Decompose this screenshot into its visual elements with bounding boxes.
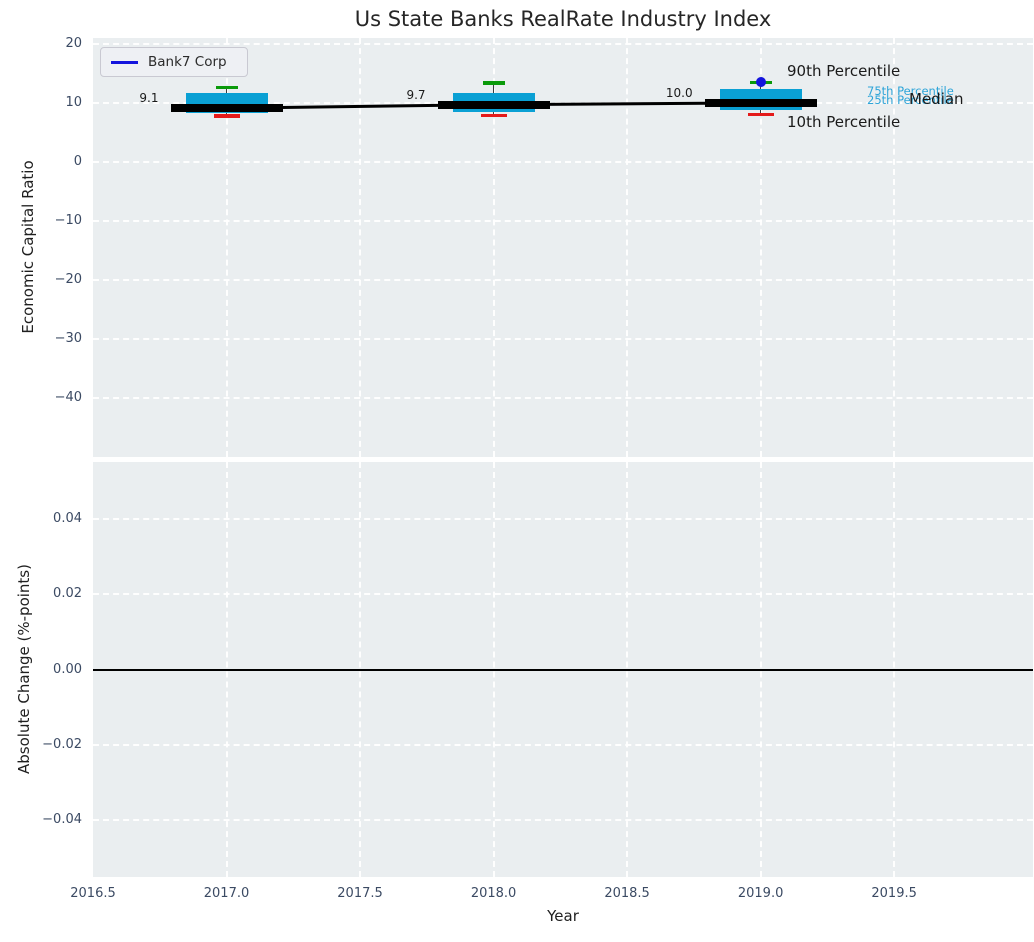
annotation-90th-percentile: 90th Percentile	[787, 62, 901, 80]
annotation-75th-percentile: 75th Percentile	[867, 84, 954, 98]
box-value-label: 10.0	[665, 85, 693, 100]
grid-line-y	[93, 517, 1033, 520]
y-tick-label: 0.02	[53, 586, 82, 602]
grid-line-y	[93, 219, 1033, 222]
grid-line-y	[93, 396, 1033, 399]
grid-line-x	[626, 38, 629, 457]
grid-line-x	[893, 38, 896, 457]
y-tick-label: 20	[65, 35, 82, 51]
annotation-10th-percentile: 10th Percentile	[787, 113, 901, 131]
annotation-25th-percentile: 25th Percentile	[867, 93, 954, 107]
y-tick-label: −30	[54, 330, 82, 346]
boxplot-median	[170, 104, 283, 113]
boxplot-cap-10th	[747, 112, 774, 117]
grid-line-y	[93, 278, 1033, 281]
y-axis-label-top: Economic Capital Ratio	[19, 160, 37, 334]
top-plot-area	[93, 38, 1033, 457]
annotation-median: Median	[909, 90, 964, 108]
y-tick-label: 0.00	[53, 661, 82, 677]
bank7-data-point	[755, 77, 766, 88]
grid-line-y	[93, 593, 1033, 596]
x-tick-label: 2019.5	[871, 886, 917, 901]
x-tick-label: 2019.0	[737, 886, 784, 901]
legend-line-icon	[111, 60, 138, 64]
zero-change-line	[93, 668, 1033, 671]
boxplot-cap-90th	[215, 85, 238, 90]
grid-line-x	[492, 38, 495, 457]
y-tick-label: −0.02	[42, 736, 82, 752]
boxplot-cap-90th	[482, 81, 505, 85]
box-value-label: 9.7	[406, 87, 426, 102]
y-tick-label: −10	[54, 212, 82, 228]
y-tick-label: −0.04	[42, 812, 82, 828]
grid-line-y	[93, 337, 1033, 340]
grid-line-x	[359, 38, 362, 457]
grid-line-x	[759, 38, 762, 457]
x-tick-label: 2018.5	[604, 886, 650, 901]
x-axis-label: Year	[547, 907, 579, 925]
x-tick-label: 2017.5	[337, 886, 383, 901]
boxplot-median	[704, 98, 817, 107]
y-tick-label: 0	[73, 153, 82, 169]
grid-line-x	[225, 38, 228, 457]
boxplot-cap-10th	[213, 114, 240, 118]
grid-line-y	[93, 819, 1033, 822]
boxplot-cap-10th	[480, 113, 507, 118]
boxplot-median	[437, 100, 550, 109]
chart-title: Us State Banks RealRate Industry Index	[354, 7, 772, 31]
y-tick-label: 10	[65, 94, 82, 110]
grid-line-y	[93, 743, 1033, 746]
y-tick-label: −40	[54, 389, 82, 405]
y-tick-label: −20	[54, 271, 82, 287]
legend-label: Bank7 Corp	[148, 54, 227, 70]
y-tick-label: 0.04	[53, 510, 82, 526]
legend: Bank7 Corp	[100, 47, 248, 77]
box-value-label: 9.1	[139, 91, 159, 106]
x-tick-label: 2018.0	[470, 886, 517, 901]
x-tick-label: 2016.5	[70, 886, 116, 901]
grid-line-y	[93, 160, 1033, 163]
bottom-plot-area	[93, 462, 1033, 877]
grid-line-y	[93, 42, 1033, 45]
x-tick-label: 2017.0	[203, 886, 250, 901]
